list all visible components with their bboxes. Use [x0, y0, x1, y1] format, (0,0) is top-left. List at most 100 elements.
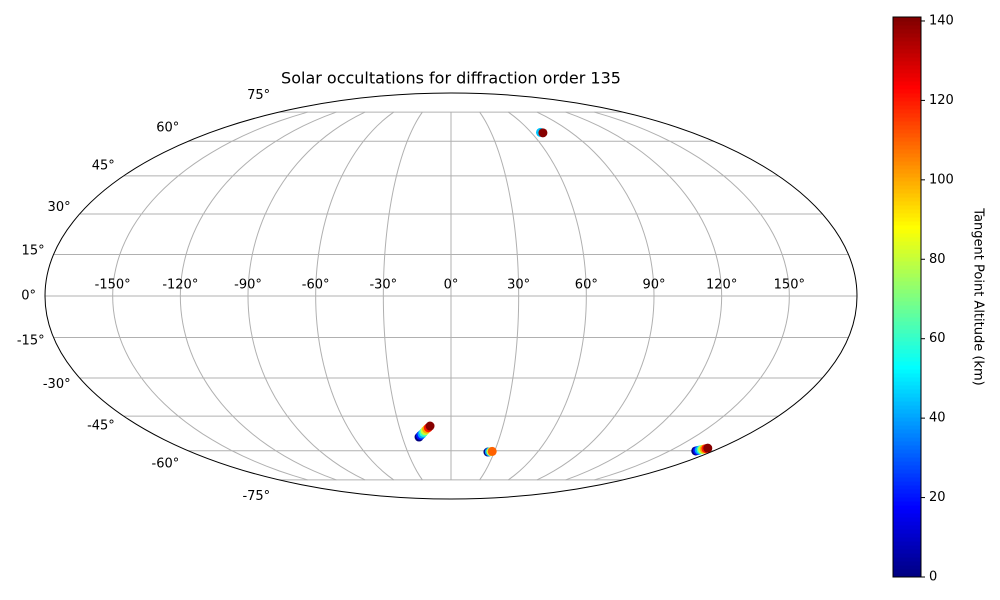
- colorbar-segment: [893, 249, 921, 254]
- colorbar-segment: [893, 153, 921, 158]
- colorbar-segment: [893, 165, 921, 170]
- colorbar-segment: [893, 529, 921, 534]
- colorbar-segment: [893, 389, 921, 394]
- colorbar-segment: [893, 369, 921, 374]
- colorbar-segment: [893, 21, 921, 26]
- data-point: [538, 128, 548, 138]
- colorbar-segment: [893, 281, 921, 286]
- colorbar-segment: [893, 129, 921, 134]
- colorbar-segment: [893, 261, 921, 266]
- colorbar-segment: [893, 401, 921, 406]
- colorbar-segment: [893, 545, 921, 550]
- colorbar-segment: [893, 357, 921, 362]
- colorbar-segment: [893, 265, 921, 270]
- colorbar-segment: [893, 533, 921, 538]
- colorbar-segment: [893, 293, 921, 298]
- y-tick-label: -30°: [43, 377, 71, 392]
- colorbar-segment: [893, 81, 921, 86]
- grid-line: [179, 111, 337, 481]
- colorbar-segment: [893, 277, 921, 282]
- colorbar-segment: [893, 301, 921, 306]
- colorbar-tick-label: 40: [929, 411, 946, 426]
- x-tick-label: 30°: [507, 278, 530, 293]
- grid-line: [536, 111, 655, 481]
- data-point: [487, 446, 497, 456]
- y-tick-label: 45°: [92, 158, 115, 173]
- y-tick-label: 15°: [22, 244, 45, 259]
- colorbar-segment: [893, 349, 921, 354]
- colorbar-segment: [893, 477, 921, 482]
- colorbar-segment: [893, 93, 921, 98]
- colorbar-segment: [893, 149, 921, 154]
- colorbar-segment: [893, 133, 921, 138]
- y-tick-label: -60°: [152, 456, 180, 471]
- x-tick-label: -150°: [95, 278, 131, 293]
- colorbar-segment: [893, 465, 921, 470]
- colorbar-segment: [893, 565, 921, 570]
- colorbar-segment: [893, 273, 921, 278]
- colorbar-segment: [893, 497, 921, 502]
- colorbar-segment: [893, 313, 921, 318]
- colorbar-segment: [893, 225, 921, 230]
- colorbar-segment: [893, 241, 921, 246]
- colorbar-segment: [893, 441, 921, 446]
- colorbar-segment: [893, 181, 921, 186]
- colorbar-tick-label: 120: [929, 93, 954, 108]
- colorbar-segment: [893, 493, 921, 498]
- colorbar-segment: [893, 57, 921, 62]
- colorbar-frame: [892, 16, 922, 578]
- colorbar-tick-label: 100: [929, 172, 954, 187]
- colorbar-segment: [893, 489, 921, 494]
- colorbar-segment: [893, 413, 921, 418]
- colorbar-segment: [893, 333, 921, 338]
- x-tick-label: -30°: [369, 278, 397, 293]
- colorbar-segment: [893, 469, 921, 474]
- colorbar-segment: [893, 285, 921, 290]
- colorbar-segment: [893, 373, 921, 378]
- colorbar-segment: [893, 549, 921, 554]
- colorbar-segment: [893, 309, 921, 314]
- colorbar-segment: [893, 397, 921, 402]
- data-point: [425, 421, 435, 431]
- y-tick-label: 75°: [247, 88, 270, 103]
- colorbar-tick-label: 60: [929, 331, 946, 346]
- colorbar-segment: [893, 461, 921, 466]
- colorbar-segment: [893, 209, 921, 214]
- colorbar-segment: [893, 33, 921, 38]
- x-tick-label: -90°: [234, 278, 262, 293]
- colorbar-segment: [893, 61, 921, 66]
- grid-line: [315, 111, 395, 481]
- colorbar-tick-label: 0: [929, 570, 937, 585]
- colorbar-segment: [893, 25, 921, 30]
- grid-line: [594, 111, 790, 481]
- colorbar-segment: [893, 505, 921, 510]
- grid-line: [247, 111, 366, 481]
- colorbar-segment: [893, 169, 921, 174]
- colorbar-segment: [893, 317, 921, 322]
- colorbar-segment: [893, 229, 921, 234]
- colorbar-segment: [893, 85, 921, 90]
- colorbar-segment: [893, 257, 921, 262]
- colorbar-segment: [893, 37, 921, 42]
- x-tick-label: 90°: [642, 278, 665, 293]
- colorbar-segment: [893, 553, 921, 558]
- colorbar-segment: [893, 361, 921, 366]
- colorbar-segment: [893, 117, 921, 122]
- colorbar-segment: [893, 537, 921, 542]
- colorbar-segment: [893, 97, 921, 102]
- colorbar-segment: [893, 73, 921, 78]
- y-tick-label: 0°: [21, 289, 36, 304]
- colorbar-segment: [893, 381, 921, 386]
- colorbar-segment: [893, 197, 921, 202]
- colorbar-segment: [893, 377, 921, 382]
- colorbar-segment: [893, 217, 921, 222]
- colorbar-segment: [893, 69, 921, 74]
- x-tick-label: 60°: [575, 278, 598, 293]
- y-tick-label: -45°: [87, 419, 115, 434]
- data-point: [703, 443, 713, 453]
- colorbar-segment: [893, 345, 921, 350]
- colorbar-segment: [893, 29, 921, 34]
- colorbar-segment: [893, 137, 921, 142]
- colorbar-segment: [893, 473, 921, 478]
